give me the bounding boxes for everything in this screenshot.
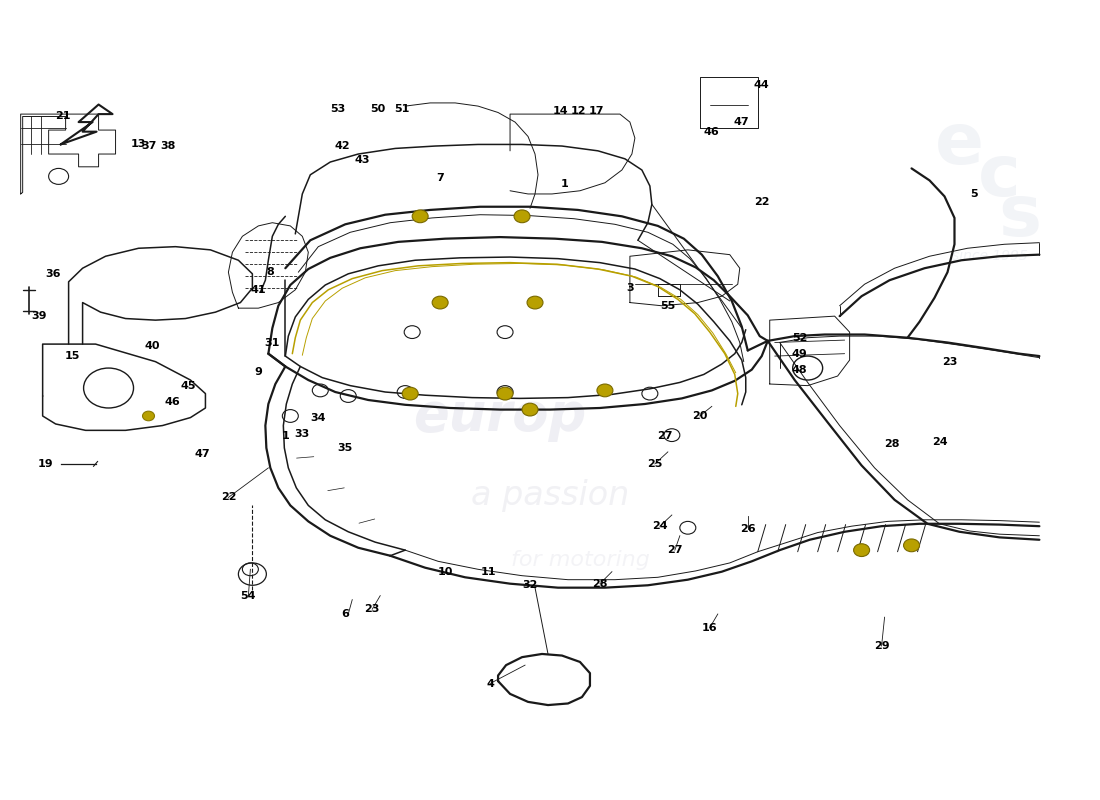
Text: 14: 14 — [553, 106, 569, 116]
Text: 20: 20 — [692, 411, 707, 421]
Text: 19: 19 — [37, 459, 54, 469]
Text: e: e — [935, 110, 984, 179]
Text: 46: 46 — [165, 397, 180, 406]
Text: 1: 1 — [561, 179, 569, 190]
Circle shape — [432, 296, 448, 309]
Circle shape — [412, 210, 428, 222]
Text: 11: 11 — [481, 566, 496, 577]
Text: 47: 47 — [734, 117, 749, 127]
Text: 33: 33 — [295, 429, 310, 438]
Circle shape — [514, 210, 530, 222]
Text: 42: 42 — [334, 141, 350, 151]
Circle shape — [903, 539, 920, 552]
Text: 6: 6 — [341, 609, 349, 619]
Text: 41: 41 — [251, 285, 266, 294]
Text: 40: 40 — [145, 341, 161, 350]
Text: 37: 37 — [141, 141, 156, 151]
Text: 7: 7 — [437, 173, 444, 183]
Text: 16: 16 — [702, 622, 717, 633]
Text: 43: 43 — [354, 155, 370, 166]
Text: 54: 54 — [241, 590, 256, 601]
Text: 3: 3 — [626, 283, 634, 293]
Text: 27: 27 — [657, 431, 672, 441]
Text: 12: 12 — [570, 106, 585, 116]
Circle shape — [522, 403, 538, 416]
Circle shape — [527, 296, 543, 309]
Text: 34: 34 — [310, 413, 326, 422]
Text: 47: 47 — [195, 450, 210, 459]
Text: 35: 35 — [338, 443, 353, 453]
Text: 25: 25 — [647, 459, 662, 469]
Text: 45: 45 — [180, 381, 196, 390]
Text: s: s — [998, 182, 1041, 251]
Text: 24: 24 — [652, 521, 668, 531]
Text: 5: 5 — [970, 189, 978, 199]
Circle shape — [854, 544, 870, 557]
Text: 10: 10 — [438, 566, 453, 577]
Text: 28: 28 — [592, 578, 607, 589]
Text: 22: 22 — [754, 197, 770, 207]
Text: 8: 8 — [266, 267, 274, 278]
Text: 24: 24 — [932, 437, 947, 446]
Text: 21: 21 — [55, 111, 70, 122]
Text: since 1995: since 1995 — [952, 250, 1027, 263]
Text: 36: 36 — [45, 269, 60, 279]
Text: c: c — [978, 142, 1021, 211]
Text: 31: 31 — [265, 338, 280, 347]
Circle shape — [597, 384, 613, 397]
Text: 28: 28 — [883, 439, 900, 449]
Text: 9: 9 — [254, 367, 262, 377]
Text: for motoring: for motoring — [510, 550, 649, 570]
Text: 44: 44 — [754, 79, 770, 90]
Circle shape — [497, 387, 513, 400]
Text: 23: 23 — [364, 604, 380, 614]
Text: 53: 53 — [331, 103, 345, 114]
Text: 46: 46 — [704, 127, 719, 138]
Text: 26: 26 — [740, 524, 756, 534]
Text: 22: 22 — [221, 493, 236, 502]
Text: 51: 51 — [395, 103, 410, 114]
Text: europ: europ — [414, 390, 586, 442]
Text: 50: 50 — [371, 103, 386, 114]
Text: 39: 39 — [31, 311, 46, 321]
Text: a passion: a passion — [471, 479, 629, 512]
Text: 32: 32 — [522, 580, 538, 590]
Text: 48: 48 — [792, 365, 807, 374]
Text: 49: 49 — [792, 349, 807, 358]
Text: 23: 23 — [942, 357, 957, 366]
Text: 55: 55 — [660, 301, 675, 310]
Text: 38: 38 — [161, 141, 176, 151]
Circle shape — [403, 387, 418, 400]
Text: 13: 13 — [131, 139, 146, 150]
Text: 1: 1 — [282, 431, 289, 441]
Text: 15: 15 — [65, 351, 80, 361]
Text: 52: 52 — [792, 333, 807, 342]
Text: 17: 17 — [588, 106, 604, 116]
Circle shape — [143, 411, 154, 421]
Text: 27: 27 — [667, 545, 683, 555]
Text: 4: 4 — [486, 678, 494, 689]
Text: 29: 29 — [873, 641, 890, 651]
